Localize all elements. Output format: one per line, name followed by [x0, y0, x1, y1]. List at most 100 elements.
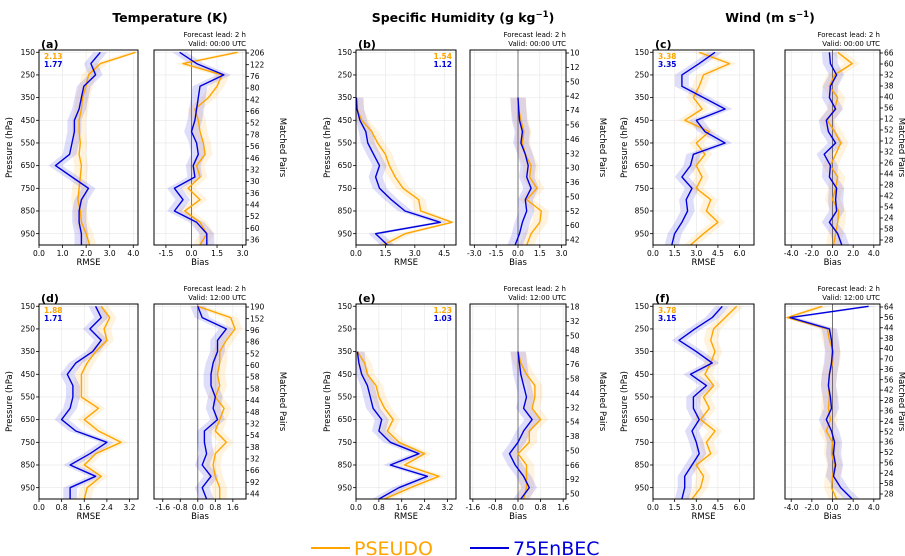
rmse-ytick-label: 350: [635, 93, 650, 102]
panel-label: (e): [358, 292, 376, 305]
stat-pseudo: 3.38: [658, 52, 677, 61]
stat-enbec: 1.03: [433, 314, 452, 323]
panel-label: (d): [41, 292, 59, 305]
forecast-lead: Forecast lead: 2 h: [503, 31, 566, 39]
pairs-tick-label: 50: [570, 446, 580, 455]
stat-enbec: 1.71: [44, 314, 63, 323]
pseudo-rmse-band: [677, 52, 737, 245]
stat-pseudo: 1.88: [44, 306, 63, 315]
pairs-tick-label: 32: [250, 165, 260, 174]
rmse-ytick-label: 750: [635, 184, 650, 193]
panel-label: (b): [358, 38, 376, 51]
pairs-tick-label: 122: [250, 60, 265, 69]
rmse-ytick-label: 250: [635, 325, 650, 334]
rmse-xtick-label: 1.6: [78, 503, 90, 512]
valid-time: Valid: 12:00 UTC: [188, 294, 246, 302]
rmse-ytick-label: 950: [338, 483, 353, 492]
pairs-tick-label: 10: [570, 49, 580, 58]
rmse-xtick-label: 3.2: [124, 503, 136, 512]
rmse-xtick-label: 4.5: [712, 503, 724, 512]
bias-xlabel: Bias: [509, 258, 527, 268]
pairs-tick-label: 32: [570, 149, 580, 158]
rmse-ytick-label: 550: [635, 139, 650, 148]
bias-xlabel: Bias: [824, 258, 842, 268]
panel-label: (f): [655, 292, 670, 305]
pairs-tick-label: 42: [884, 192, 894, 201]
bias-xtick-label: 1.5: [211, 249, 223, 258]
bias-xtick-label: -1.5: [159, 249, 174, 258]
pairs-tick-label: 38: [884, 82, 894, 91]
panel-e: 0.0 0.8 1.6 2.4 3.2 RMSE 150 250 350 450 550 650 750…: [323, 285, 607, 522]
enbec-rmse-line: [356, 351, 429, 500]
forecast-lead: Forecast lead: 2 h: [817, 31, 880, 39]
rmse-ytick-label: 650: [338, 161, 353, 170]
rmse-ytick-label: 450: [338, 370, 353, 379]
pairs-tick-label: 52: [570, 207, 580, 216]
pairs-tick-label: 48: [570, 346, 580, 355]
pairs-tick-label: 36: [250, 236, 260, 245]
rmse-ytick-label: 150: [338, 48, 353, 57]
valid-time: Valid: 12:00 UTC: [822, 294, 880, 302]
rmse-ytick-label: 950: [635, 229, 650, 238]
bias-xtick-label: 3.0: [237, 249, 249, 258]
pairs-tick-label: 36: [884, 365, 894, 374]
pairs-tick-label: 54: [884, 203, 894, 212]
pairs-tick-label: 52: [250, 119, 260, 128]
enbec-rmse-line: [355, 97, 441, 246]
pairs-tick-label: 58: [250, 373, 260, 382]
rmse-ytick-label: 950: [21, 229, 36, 238]
pressure-ylabel: Pressure (hPa): [620, 117, 630, 178]
rmse-xlabel: RMSE: [394, 258, 418, 268]
enbec-rmse-line: [60, 305, 108, 499]
pairs-tick-label: 52: [250, 212, 260, 221]
rmse-xtick-label: 0.0: [647, 503, 659, 512]
bias-xtick-label: 1.6: [557, 503, 569, 512]
pairs-tick-label: 74: [570, 106, 580, 115]
panel-a: 0.0 1.0 2.0 3.0 4.0 RMSE 150 250 350 450 550 650 750…: [5, 31, 287, 268]
rmse-xtick-label: 1.5: [669, 503, 681, 512]
enbec-bias-line: [173, 51, 225, 245]
forecast-lead: Forecast lead: 2 h: [817, 285, 880, 293]
rmse-xtick-label: 3.0: [690, 249, 702, 258]
column-title-wind: Wind (m s−1): [725, 10, 815, 25]
rmse-xtick-label: 0.0: [33, 249, 45, 258]
rmse-ytick-label: 350: [21, 93, 36, 102]
rmse-ytick-label: 750: [338, 184, 353, 193]
stat-enbec: 3.15: [658, 314, 677, 323]
pairs-tick-label: 30: [250, 177, 260, 186]
pseudo-bias-line: [786, 305, 838, 500]
matched-pairs-label: Matched Pairs: [597, 118, 607, 178]
pairs-tick-label: 50: [570, 77, 580, 86]
panel-d: 0.0 0.8 1.6 2.4 3.2 RMSE 150 250 350 450 550 650 750…: [5, 285, 287, 522]
pairs-tick-label: 32: [250, 419, 260, 428]
enbec-bias-band: [816, 52, 850, 245]
stat-enbec: 1.77: [44, 60, 63, 69]
bias-xtick-label: 0.0: [827, 249, 839, 258]
pseudo-bias-band: [819, 52, 860, 245]
pairs-tick-label: 52: [250, 349, 260, 358]
matched-pairs-label: Matched Pairs: [597, 372, 607, 432]
pairs-tick-label: 32: [570, 317, 580, 326]
pseudo-bias-band: [190, 306, 243, 499]
rmse-xtick-label: 1.0: [57, 249, 69, 258]
pairs-tick-label: 44: [884, 170, 894, 179]
pairs-tick-label: 76: [250, 72, 260, 81]
valid-time: Valid: 00:00 UTC: [508, 40, 566, 48]
pseudo-rmse-line: [355, 97, 453, 246]
pairs-tick-label: 60: [570, 221, 580, 230]
pairs-tick-label: 206: [250, 49, 265, 58]
bias-frame-top: [784, 303, 881, 500]
bias-xtick-label: -2.0: [805, 503, 820, 512]
pseudo-rmse-line: [691, 305, 738, 500]
matched-pairs-label: Matched Pairs: [277, 118, 287, 178]
rmse-frame-top: [355, 49, 457, 246]
pairs-tick-label: 46: [250, 154, 260, 163]
bias-xtick-label: 0.8: [535, 503, 547, 512]
rmse-xtick-label: 0.0: [350, 249, 362, 258]
rmse-xtick-label: 4.5: [438, 249, 450, 258]
pairs-tick-label: 58: [250, 384, 260, 393]
pressure-ylabel: Pressure (hPa): [323, 371, 333, 432]
bias-xtick-label: 4.0: [868, 503, 880, 512]
pairs-tick-label: 44: [570, 389, 580, 398]
rmse-ytick-label: 950: [338, 229, 353, 238]
